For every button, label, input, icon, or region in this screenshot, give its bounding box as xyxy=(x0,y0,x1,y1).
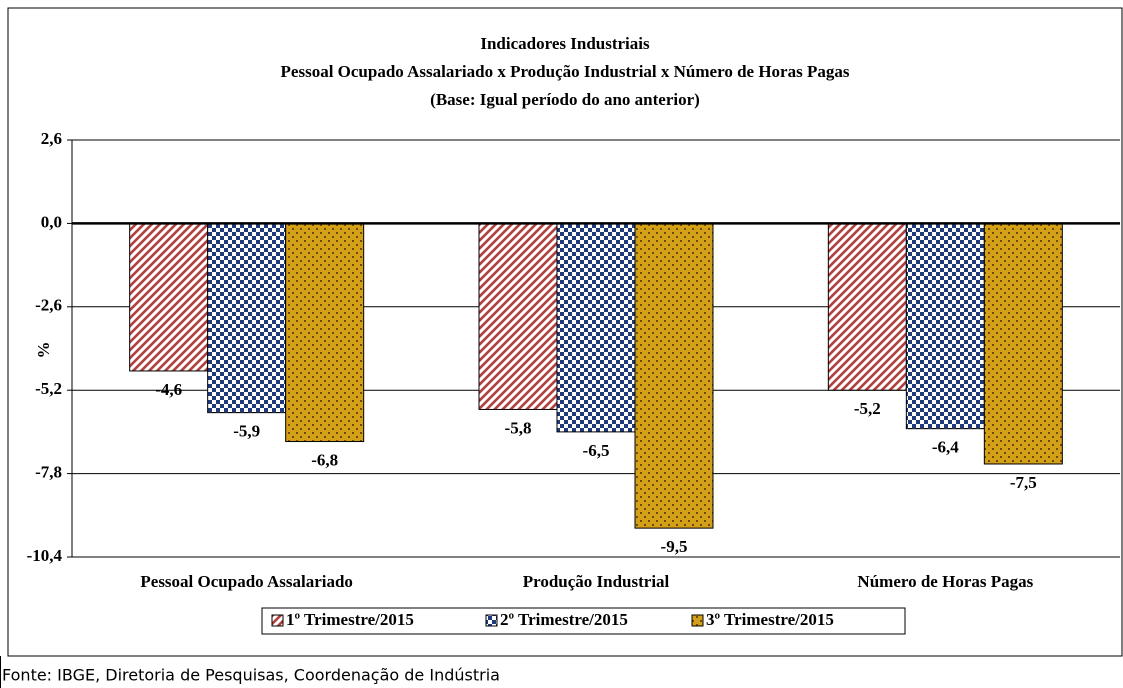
bar xyxy=(634,222,714,529)
legend-swatch xyxy=(485,614,498,627)
bar xyxy=(983,222,1063,465)
data-label: -6,5 xyxy=(583,441,610,460)
legend-label: 3º Trimestre/2015 xyxy=(706,610,834,629)
data-label: -4,6 xyxy=(155,380,182,399)
data-label: -5,9 xyxy=(233,422,260,441)
legend-label: 2º Trimestre/2015 xyxy=(500,610,628,629)
data-label: -6,8 xyxy=(311,450,338,469)
source-note: Fonte: IBGE, Diretoria de Pesquisas, Coo… xyxy=(2,666,500,685)
chart-subtitle: (Base: Igual período do ano anterior) xyxy=(430,90,700,109)
y-axis-label: % xyxy=(34,342,53,359)
x-tick-label: Pessoal Ocupado Assalariado xyxy=(140,572,353,591)
data-label: -9,5 xyxy=(661,537,688,556)
y-tick-label: -2,6 xyxy=(35,296,62,315)
chart-subtitle: Pessoal Ocupado Assalariado x Produção I… xyxy=(281,62,850,81)
bar xyxy=(207,222,287,414)
bar xyxy=(129,222,209,372)
legend-label: 1º Trimestre/2015 xyxy=(286,610,414,629)
bar xyxy=(905,222,985,430)
y-tick-label: 0,0 xyxy=(41,212,62,231)
y-tick-label: -10,4 xyxy=(27,546,63,565)
legend-swatch xyxy=(271,614,284,627)
legend-swatch xyxy=(691,614,704,627)
data-label: -6,4 xyxy=(932,438,959,457)
chart-border xyxy=(7,7,1123,657)
bar xyxy=(827,222,907,391)
y-tick-label: -5,2 xyxy=(35,379,62,398)
data-label: -5,8 xyxy=(505,418,532,437)
bar xyxy=(556,222,636,433)
x-tick-label: Produção Industrial xyxy=(523,572,670,591)
y-tick-label: 2,6 xyxy=(41,129,62,148)
y-tick-label: -7,8 xyxy=(35,463,62,482)
data-label: -7,5 xyxy=(1010,473,1037,492)
chart-title: Indicadores Industriais xyxy=(480,34,650,53)
data-label: -5,2 xyxy=(854,399,881,418)
bar xyxy=(285,222,365,443)
x-tick-label: Número de Horas Pagas xyxy=(857,572,1033,591)
bar xyxy=(478,222,558,410)
legend xyxy=(261,607,906,635)
